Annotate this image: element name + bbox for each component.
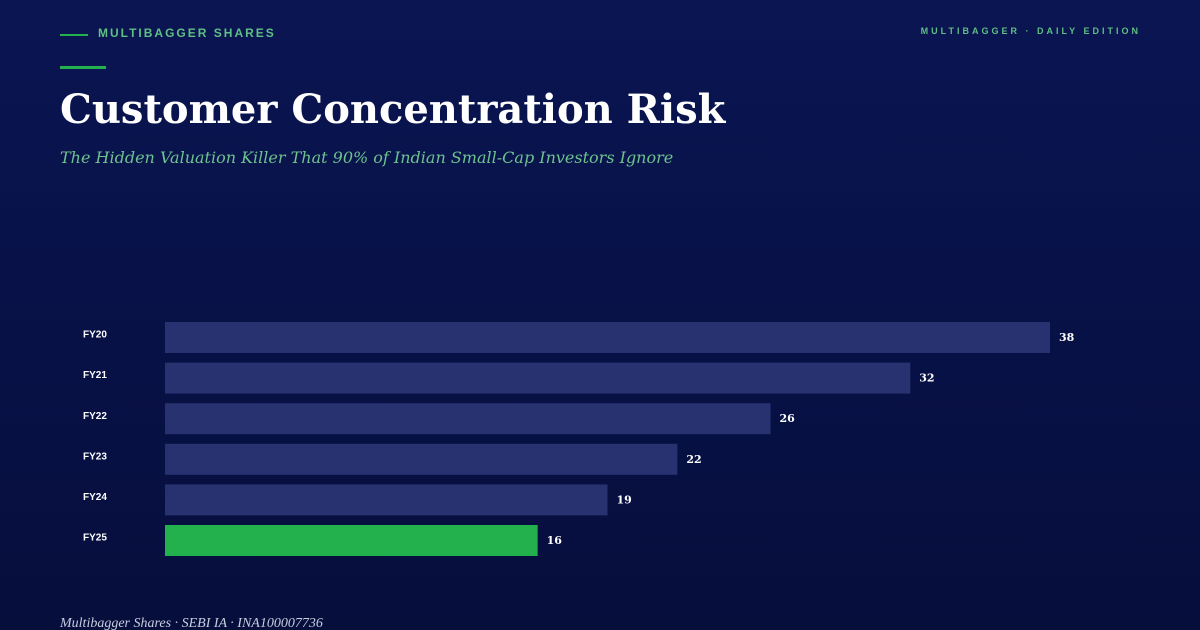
- value-label: 26: [780, 412, 796, 425]
- value-label: 22: [686, 453, 701, 466]
- category-label: FY25: [83, 533, 107, 544]
- bar: [165, 362, 911, 394]
- value-label: 38: [1059, 331, 1075, 344]
- bar: [165, 484, 608, 516]
- chart-title: Customer Concentration Risk: [60, 86, 727, 133]
- bar: [165, 525, 538, 556]
- bar: [165, 443, 678, 475]
- category-label: FY24: [83, 492, 107, 503]
- value-label: 19: [617, 493, 632, 506]
- bar: [165, 322, 1050, 353]
- value-label: 32: [919, 372, 934, 385]
- category-label: FY21: [83, 370, 107, 381]
- brand: MULTIBAGGER SHARES: [98, 26, 276, 40]
- category-label: FY20: [83, 330, 107, 341]
- value-label: 16: [547, 534, 563, 547]
- category-label: FY23: [83, 451, 107, 462]
- bar: [165, 403, 771, 435]
- chart-subtitle: The Hidden Valuation Killer That 90% of …: [60, 148, 673, 167]
- title-rule: [60, 66, 106, 69]
- footer: Multibagger Shares · SEBI IA · INA100007…: [59, 616, 323, 630]
- category-label: FY22: [83, 411, 107, 422]
- edition: MULTIBAGGER · DAILY EDITION: [921, 26, 1141, 36]
